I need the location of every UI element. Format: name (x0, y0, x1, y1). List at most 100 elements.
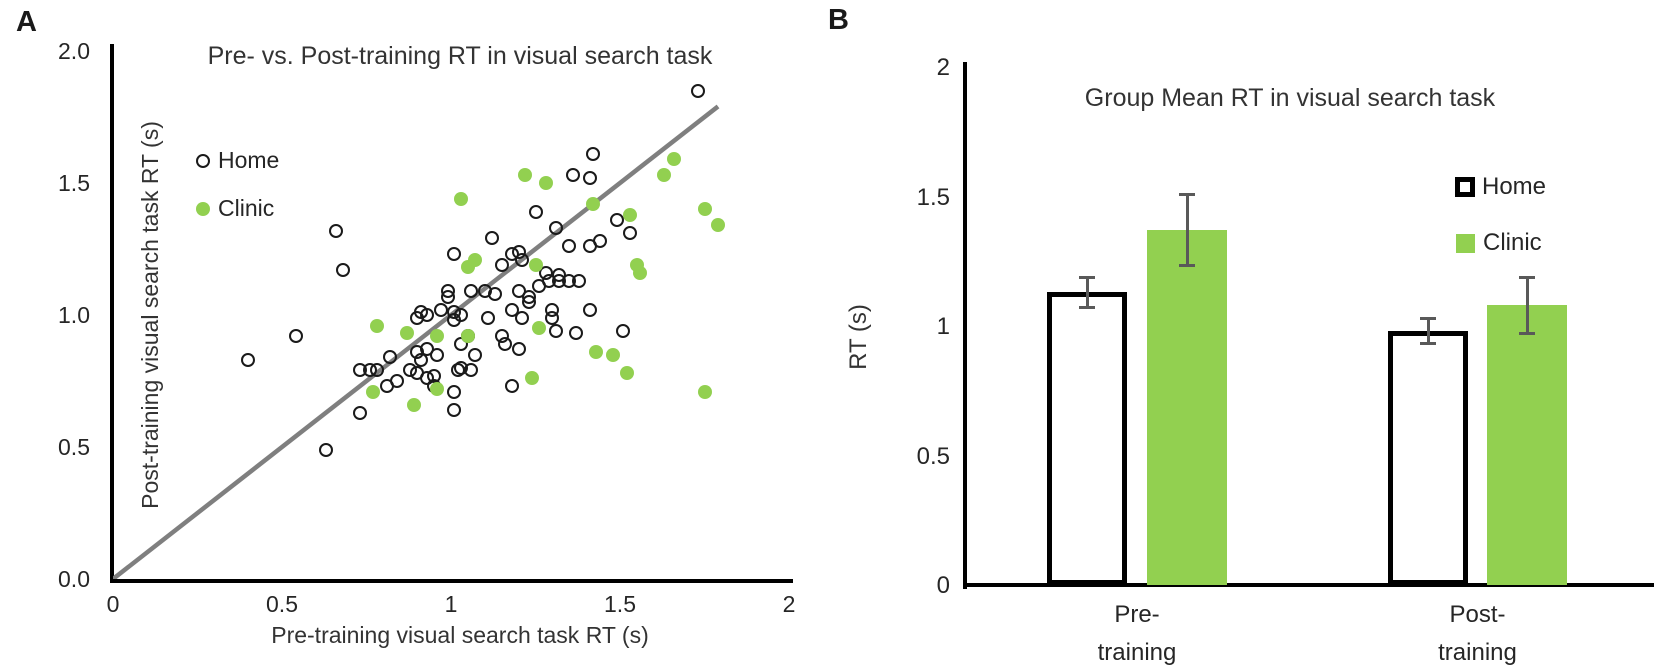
scatter-point-clinic (528, 257, 543, 272)
scatter-point-home (511, 342, 526, 357)
scatter-point-home (562, 239, 577, 254)
scatter-point-home (352, 405, 367, 420)
scatter-point-home (565, 168, 580, 183)
scatter-point-home (467, 347, 482, 362)
clinic-filled-circle-icon (196, 201, 210, 216)
scatter-point-clinic (406, 397, 421, 412)
scatter-point-home (545, 310, 560, 325)
scatter-point-clinic (518, 168, 533, 183)
scatter-point-home (464, 284, 479, 299)
scatter-point-clinic (697, 202, 712, 217)
bar-category-label: Post-training (1438, 601, 1517, 666)
scatter-point-home (528, 205, 543, 220)
scatter-point-home (383, 350, 398, 365)
scatter-point-home (335, 263, 350, 278)
scatter-point-home (623, 226, 638, 241)
scatter-point-clinic (538, 176, 553, 190)
error-bar-cap-bottom (1420, 342, 1436, 346)
scatter-point-clinic (667, 152, 682, 167)
scatter-point-home (481, 310, 496, 325)
home-square-icon (1455, 177, 1475, 197)
scatter-point-home (690, 83, 705, 98)
scatter-point-home (487, 286, 502, 301)
error-bar-stem (1185, 193, 1189, 267)
scatter-point-clinic (366, 384, 381, 399)
scatter-point-clinic (589, 344, 604, 359)
scatter-point-home (504, 302, 519, 317)
scatter-point-home (548, 323, 563, 338)
scatter-legend-clinic-label: Clinic (218, 195, 275, 221)
bar-y-tick-label: 0.5 (916, 442, 950, 470)
scatter-point-home (447, 384, 462, 399)
scatter-x-axis-line (110, 579, 793, 583)
scatter-point-clinic (467, 252, 482, 267)
bar-legend-clinic-label: Clinic (1483, 229, 1542, 256)
scatter-legend-clinic: Clinic (196, 195, 274, 222)
error-bar-cap-bottom (1179, 264, 1195, 268)
error-bar-cap-bottom (1079, 305, 1095, 309)
error-bar-stem (1525, 276, 1529, 334)
bar-clinic-pre-training (1147, 230, 1227, 585)
scatter-point-home (433, 302, 448, 317)
scatter-point-clinic (606, 347, 621, 362)
identity-line-svg (113, 104, 720, 579)
error-bar-stem (1085, 276, 1089, 308)
scatter-point-clinic (460, 329, 475, 344)
home-open-circle-icon (196, 153, 210, 168)
scatter-x-tick-label: 2 (782, 591, 796, 617)
scatter-title: Pre- vs. Post-training RT in visual sear… (207, 42, 713, 70)
scatter-y-tick-label: 2.0 (58, 38, 90, 64)
scatter-legend-home-label: Home (218, 147, 280, 173)
scatter-point-home (552, 268, 567, 283)
scatter-point-clinic (623, 207, 638, 222)
scatter-point-home (288, 329, 303, 344)
error-bar-cap-top (1179, 192, 1195, 196)
bar-clinic-post-training (1487, 305, 1567, 585)
scatter-x-tick-label: 1.5 (604, 591, 636, 617)
error-bar-cap-top (1079, 275, 1095, 279)
scatter-point-home (582, 302, 597, 317)
bar-legend-home-label: Home (1482, 173, 1547, 200)
scatter-point-home (454, 360, 469, 375)
scatter-point-home (494, 257, 509, 272)
scatter-point-home (329, 223, 344, 238)
bar-y-tick-label: 1 (936, 313, 950, 340)
scatter-point-clinic (711, 218, 726, 233)
scatter-point-home (484, 231, 499, 246)
bar-y-axis-line (963, 62, 967, 589)
bar-legend-clinic: Clinic (1456, 229, 1542, 257)
bar-legend-home: Home (1455, 173, 1546, 201)
panel-a-label: A (16, 6, 37, 38)
scatter-point-home (514, 310, 529, 325)
scatter-point-home (609, 212, 624, 227)
scatter-point-home (538, 265, 553, 280)
scatter-point-clinic (531, 321, 546, 336)
bar-plot-area (966, 67, 1654, 585)
scatter-point-home (582, 170, 597, 185)
error-bar-stem (1426, 318, 1430, 345)
bar-y-tick-label: 1.5 (916, 183, 950, 211)
identity-line (113, 104, 720, 579)
scatter-point-home (521, 294, 536, 309)
scatter-point-home (504, 379, 519, 394)
scatter-point-clinic (619, 366, 634, 381)
scatter-y-tick-label: 0.0 (58, 566, 90, 592)
scatter-point-home (616, 323, 631, 338)
scatter-point-home (498, 337, 513, 352)
scatter-point-home (514, 252, 529, 267)
bar-y-tick-label: 2 (936, 54, 950, 81)
scatter-point-clinic (430, 381, 445, 396)
scatter-point-clinic (454, 191, 469, 206)
scatter-point-home (420, 308, 435, 322)
scatter-point-clinic (697, 384, 712, 399)
bar-category-label: Pre-training (1097, 601, 1177, 666)
scatter-y-axis-line (110, 44, 114, 583)
scatter-point-clinic (430, 329, 445, 344)
scatter-x-axis-title: Pre-training visual search task RT (s) (271, 622, 649, 648)
scatter-point-home (585, 146, 600, 161)
bar-home-post-training (1388, 331, 1468, 585)
clinic-square-icon (1456, 233, 1475, 253)
bar-y-axis-title: RT (s) (845, 304, 872, 370)
scatter-plot-area (113, 51, 789, 579)
